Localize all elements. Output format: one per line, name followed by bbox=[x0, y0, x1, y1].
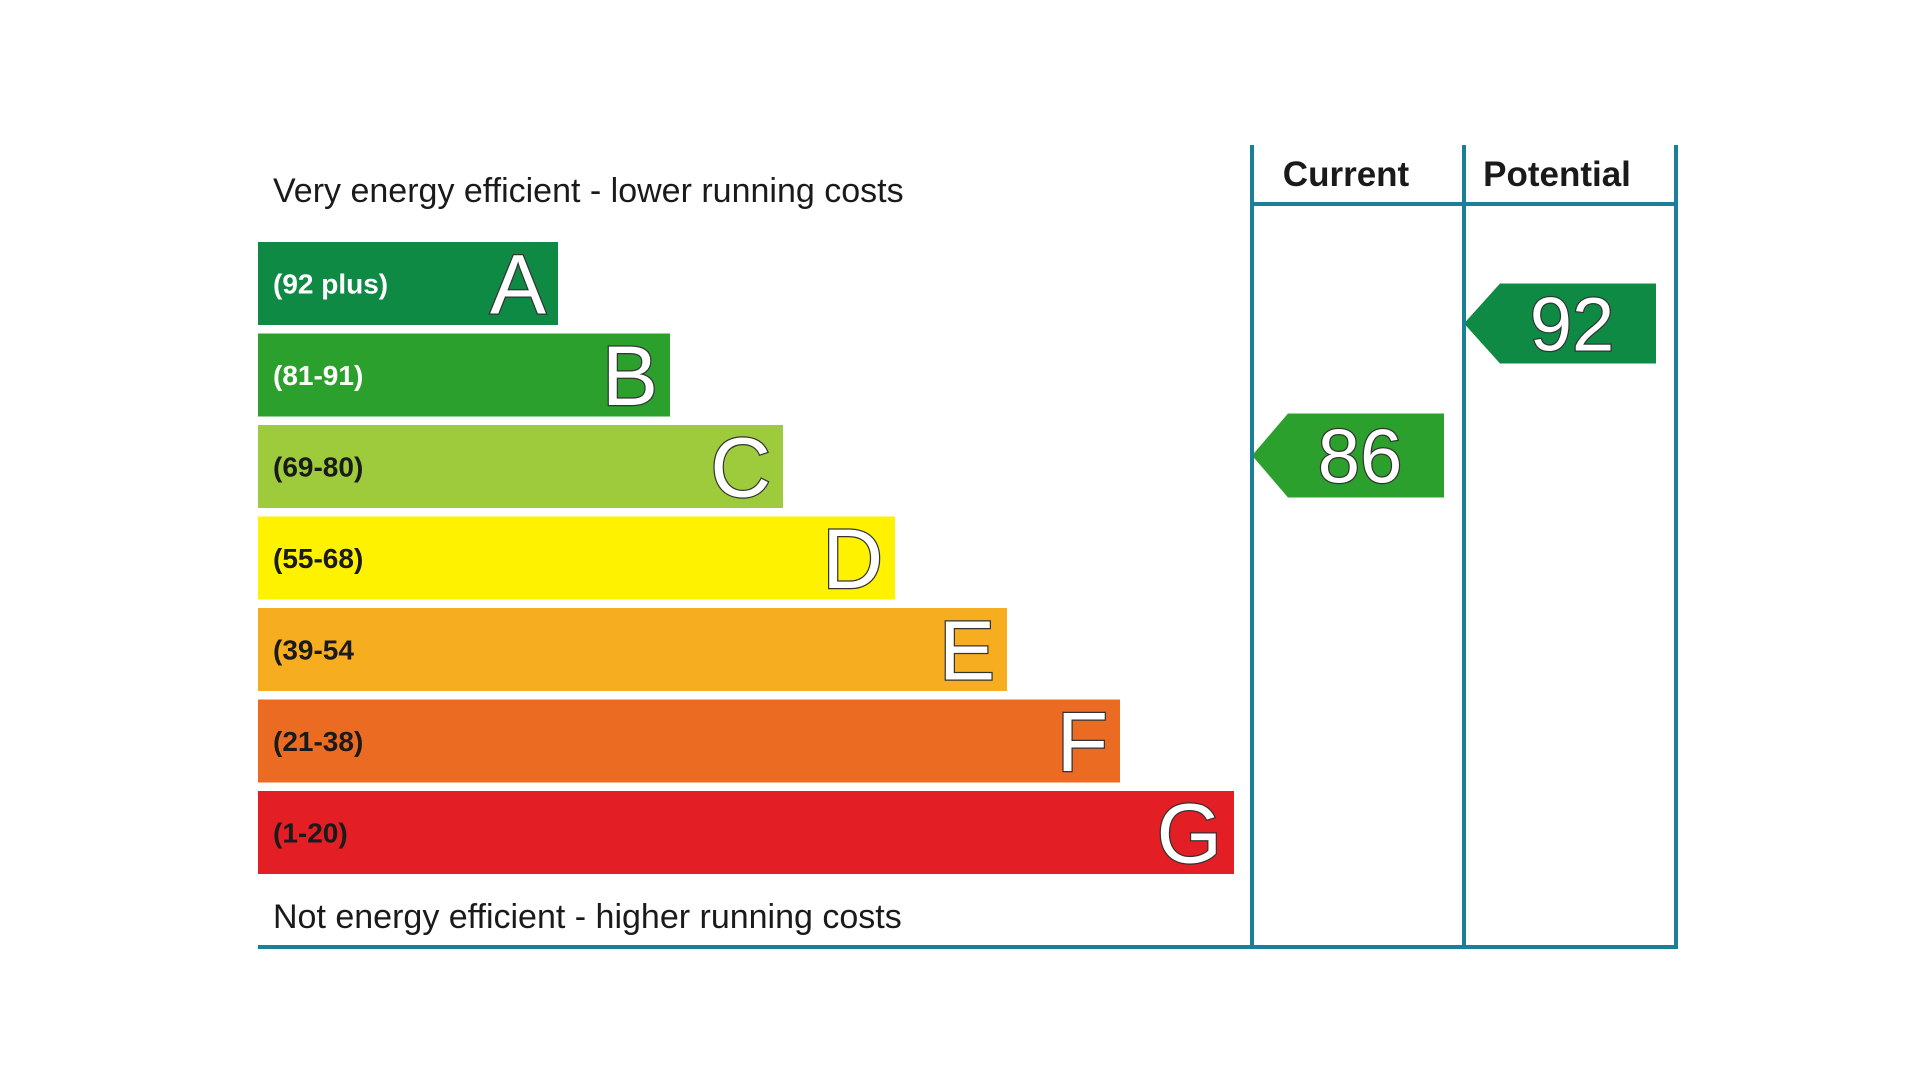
band-letter-a: A bbox=[490, 238, 546, 332]
band-letter-g: G bbox=[1157, 787, 1222, 881]
band-bar-a bbox=[258, 242, 558, 325]
potential-rating-value: 92 bbox=[1530, 283, 1615, 368]
potential-column-header: Potential bbox=[1483, 155, 1631, 194]
band-bar-g bbox=[258, 791, 1234, 874]
band-b: (81-91) B bbox=[258, 328, 670, 424]
current-column-header: Current bbox=[1283, 155, 1410, 194]
rating-bands: (92 plus) A(81-91) B(69-80) C(55-68) D(39-54… bbox=[258, 236, 1234, 882]
potential-rating-arrow-shape bbox=[1464, 283, 1656, 364]
bottom-label: Not energy efficient - higher running co… bbox=[273, 898, 902, 936]
band-d: (55-68) D bbox=[258, 511, 895, 607]
band-bar-e bbox=[258, 608, 1007, 691]
band-g: (1-20) G bbox=[258, 785, 1234, 882]
band-f: (21-38) F bbox=[258, 694, 1120, 790]
rating-arrows: 86 92 bbox=[1252, 281, 1656, 501]
current-rating-arrow: 86 bbox=[1252, 413, 1444, 501]
band-range-d: (55-68) bbox=[273, 543, 363, 574]
band-range-c: (69-80) bbox=[273, 452, 363, 483]
band-letter-c: C bbox=[710, 421, 771, 515]
band-bar-b bbox=[258, 333, 670, 417]
band-letter-e: E bbox=[939, 604, 995, 698]
current-rating-arrow-shape bbox=[1252, 413, 1444, 498]
top-label: Very energy efficient - lower running co… bbox=[273, 172, 904, 210]
band-e: (39-54 E bbox=[258, 602, 1007, 699]
band-letter-b: B bbox=[602, 329, 658, 423]
band-range-b: (81-91) bbox=[273, 360, 363, 391]
band-bar-f bbox=[258, 699, 1120, 783]
potential-rating-arrow: 92 bbox=[1464, 281, 1656, 369]
band-c: (69-80) C bbox=[258, 419, 783, 516]
band-letter-d: D bbox=[822, 512, 883, 606]
band-range-a: (92 plus) bbox=[273, 269, 388, 300]
frame-lines bbox=[258, 145, 1678, 949]
band-bar-c bbox=[258, 425, 783, 508]
band-a: (92 plus) A bbox=[258, 236, 558, 333]
band-letter-f: F bbox=[1057, 695, 1108, 789]
band-range-e: (39-54 bbox=[273, 635, 354, 666]
band-range-g: (1-20) bbox=[273, 818, 348, 849]
band-range-f: (21-38) bbox=[273, 726, 363, 757]
current-rating-value: 86 bbox=[1318, 415, 1403, 500]
band-bar-d bbox=[258, 516, 895, 600]
